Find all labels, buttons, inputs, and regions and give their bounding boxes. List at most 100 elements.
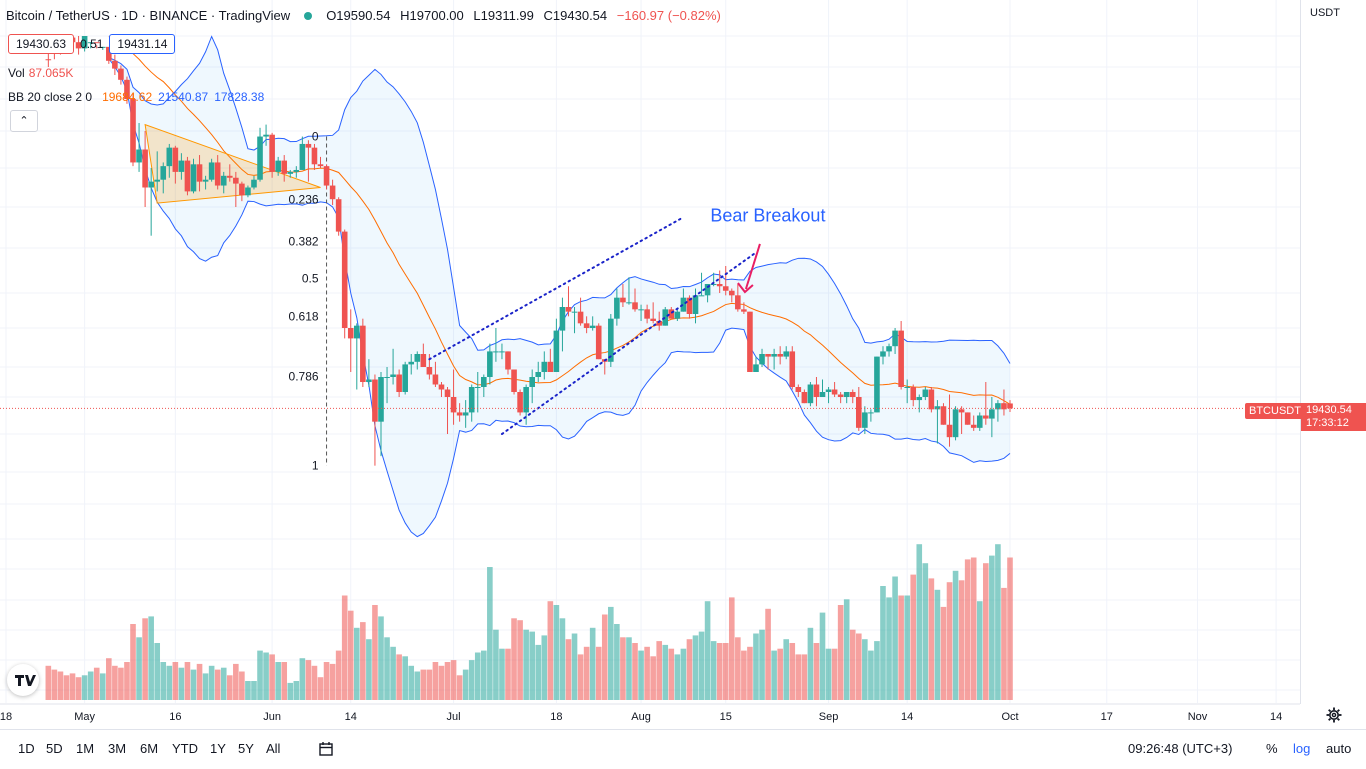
volume-bar — [142, 618, 148, 700]
volume-bar — [172, 662, 179, 700]
buy-button[interactable]: 19431.14 — [109, 34, 176, 54]
candle — [868, 409, 874, 422]
candle — [293, 166, 300, 178]
candle-body — [825, 389, 832, 392]
volume-bar — [970, 557, 977, 700]
candle — [698, 272, 705, 297]
candle — [456, 403, 463, 422]
volume-bar — [559, 618, 566, 700]
sell-button[interactable]: 19430.63 — [8, 34, 75, 54]
settings-gear-icon[interactable] — [1326, 707, 1342, 728]
candle — [928, 387, 935, 413]
volume-legend[interactable]: Vol 87.065K — [8, 66, 73, 80]
volume-bar — [178, 667, 185, 700]
candle-body — [692, 295, 699, 314]
percent-scale-toggle[interactable]: % — [1266, 741, 1278, 756]
collapse-legend-button[interactable]: ⌃ — [10, 110, 38, 132]
timeframe-button-5d[interactable]: 5D — [46, 741, 63, 756]
volume-bar — [728, 597, 735, 700]
candle — [862, 406, 868, 434]
time-tick-label: 18 — [0, 711, 12, 723]
candle-body — [940, 406, 947, 425]
price-axis[interactable] — [1300, 0, 1366, 704]
candle-body — [124, 79, 130, 99]
volume-bar — [281, 662, 288, 700]
channel-upper-line — [428, 216, 685, 361]
timeframe-button-6m[interactable]: 6M — [140, 741, 159, 756]
volume-bar — [892, 576, 898, 700]
volume-bar — [995, 544, 1001, 700]
volume-bar — [741, 650, 747, 700]
candle-body — [390, 374, 396, 377]
candle — [583, 316, 590, 334]
candle-body — [783, 351, 790, 357]
timeframe-button-3m[interactable]: 3M — [108, 741, 127, 756]
bollinger-legend[interactable]: BB 20 close 2 0 19684.62 21540.87 17828.38 — [8, 90, 264, 104]
candle-body — [420, 354, 427, 367]
candle-body — [299, 143, 306, 170]
candle — [257, 127, 263, 182]
auto-scale-toggle[interactable]: auto — [1326, 741, 1352, 756]
candle-body — [656, 321, 663, 326]
candle-body — [87, 42, 94, 44]
candle — [450, 369, 457, 425]
candle — [438, 382, 445, 397]
candle — [995, 400, 1001, 422]
bar-countdown: 17:33:12 — [1306, 417, 1349, 429]
candle-body — [311, 147, 318, 165]
timeframe-button-5y[interactable]: 5Y — [238, 741, 254, 756]
timeframe-button-1m[interactable]: 1M — [76, 741, 95, 756]
log-scale-toggle[interactable]: log — [1293, 741, 1311, 756]
candle-body — [565, 307, 572, 312]
candle — [837, 392, 844, 404]
volume-bar — [777, 648, 783, 700]
clock-timezone[interactable]: 09:26:48 (UTC+3) — [1128, 741, 1233, 756]
candle-body — [795, 387, 802, 392]
volume-bar — [372, 605, 378, 700]
timeframe-button-1d[interactable]: 1D — [18, 741, 35, 756]
candle-body — [741, 309, 747, 312]
candle-body — [716, 284, 723, 287]
tradingview-logo[interactable] — [7, 664, 39, 696]
candle-body — [499, 351, 505, 353]
candle-body — [154, 179, 161, 182]
last-price-tag: 19430.54 17:33:12 — [1301, 403, 1366, 431]
volume-bar — [432, 662, 439, 700]
candle — [414, 351, 421, 370]
candle-body — [233, 177, 239, 184]
symbol-price-tag: BTCUSDT — [1245, 403, 1305, 419]
candle — [226, 164, 233, 182]
time-tick-label: 18 — [550, 711, 562, 723]
candle-body — [668, 309, 675, 319]
volume-bar — [904, 595, 910, 700]
fib-level-label: 0 — [312, 130, 319, 144]
candle-body — [813, 384, 820, 397]
candle — [680, 288, 687, 312]
candle-body — [293, 169, 300, 172]
candle — [916, 394, 923, 413]
bear-breakout-label: Bear Breakout — [710, 205, 825, 225]
volume-bar — [499, 648, 505, 700]
volume-bar — [390, 646, 396, 700]
candle-body — [220, 175, 227, 186]
candle — [136, 123, 142, 172]
volume-bar — [843, 599, 850, 700]
currency-label[interactable]: USDT — [1310, 7, 1340, 19]
time-tick-label: 16 — [169, 711, 181, 723]
candle-body — [728, 290, 735, 296]
candle-body — [523, 387, 529, 413]
timeframe-button-ytd[interactable]: YTD — [172, 741, 198, 756]
volume-bar — [69, 673, 76, 700]
candle — [481, 374, 487, 397]
volume-bar — [601, 614, 608, 700]
candle — [299, 136, 306, 170]
bb-upper-value: 21540.87 — [158, 90, 209, 104]
timeframe-button-all[interactable]: All — [266, 741, 281, 756]
timeframe-button-1y[interactable]: 1Y — [210, 741, 226, 756]
candle — [553, 318, 560, 372]
last-price-value: 19430.54 — [1306, 404, 1352, 416]
volume-bar — [849, 629, 856, 700]
symbol-title[interactable]: Bitcoin / TetherUS · 1D · BINANCE · Trad… — [6, 8, 291, 23]
date-range-icon[interactable] — [318, 741, 336, 760]
